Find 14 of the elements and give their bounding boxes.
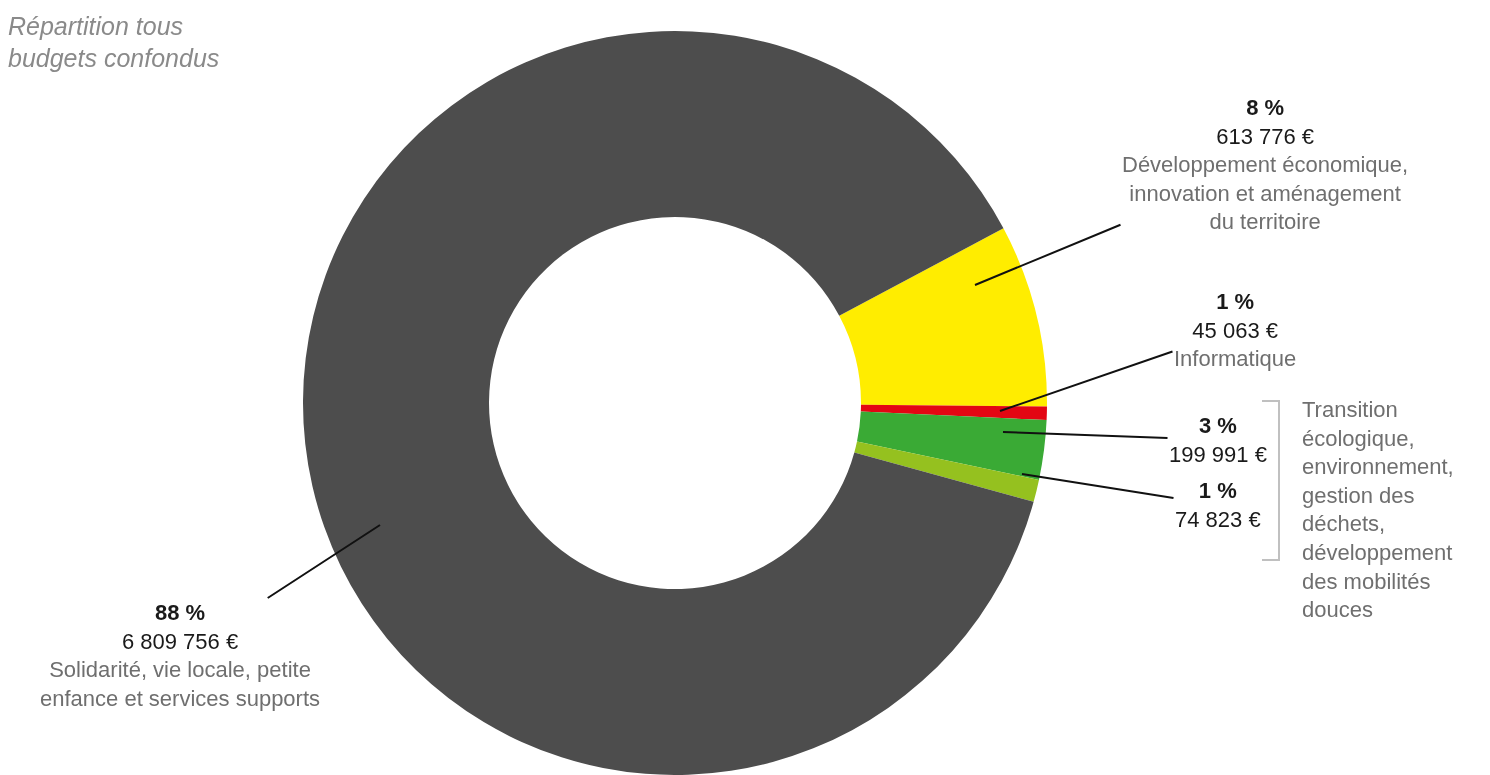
slice-label: Informatique	[1174, 346, 1297, 372]
data-label: 3 % 199 991 €	[1169, 413, 1267, 467]
donut-slice	[839, 228, 1047, 407]
slice-label: Solidarité, vie locale, petite enfance et services supports	[40, 657, 321, 711]
data-label: 8 % 613 776 €	[1216, 95, 1315, 149]
data-label: 1 % 45 063 €	[1192, 289, 1278, 343]
data-label: 88 % 6 809 756 €	[121, 600, 239, 654]
chart-title: Répartition tous budgets confondus	[8, 11, 220, 73]
donut-slice	[856, 411, 1047, 480]
data-label: 1 % 74 823 €	[1175, 478, 1261, 532]
text: Transition écologique, environnement, gestion des déchets, développement des mobilités douces	[1302, 397, 1454, 623]
donut-slice	[860, 404, 1047, 421]
slice-label: Développement économique, innovation et aménagement du territoire	[1122, 152, 1409, 235]
donut-slice	[854, 441, 1039, 502]
